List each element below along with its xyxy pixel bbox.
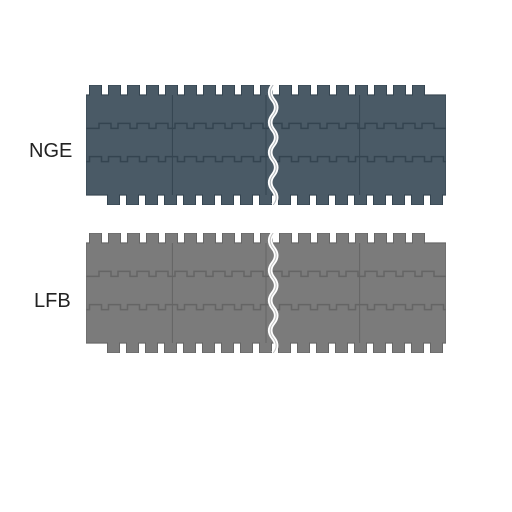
belt-nge bbox=[86, 85, 446, 205]
belt-label-nge: NGE bbox=[29, 140, 72, 163]
belt-label-lfb: LFB bbox=[34, 290, 71, 313]
diagram-stage: NGE LFB bbox=[0, 0, 512, 512]
belt-lfb bbox=[86, 233, 446, 353]
